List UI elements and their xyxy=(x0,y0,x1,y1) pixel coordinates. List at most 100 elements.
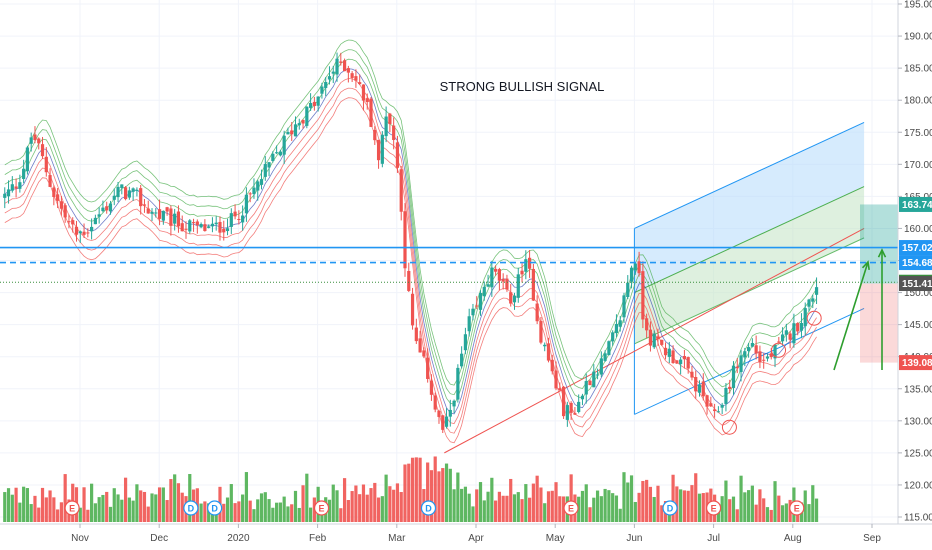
time-tick-label: Apr xyxy=(468,533,484,544)
ribbon-line xyxy=(4,87,817,434)
volume-bar xyxy=(395,483,400,522)
candle-body xyxy=(626,282,630,298)
candle-body xyxy=(490,267,494,288)
candle-body xyxy=(682,356,687,360)
price-tag xyxy=(899,240,932,256)
volume-bar xyxy=(44,497,48,522)
candle-body xyxy=(195,221,199,226)
candle-body xyxy=(467,316,471,332)
volume-bar xyxy=(603,488,607,522)
candle-body xyxy=(758,351,762,363)
candle-body xyxy=(573,413,577,415)
candle-body xyxy=(395,142,400,168)
candle-body xyxy=(622,295,626,318)
candle-body xyxy=(629,267,634,282)
candle-body xyxy=(222,228,226,233)
channel-middle-zone xyxy=(634,186,865,344)
volume-bar xyxy=(339,508,343,522)
volume-bar xyxy=(584,484,588,522)
candle-body xyxy=(799,322,804,331)
volume-bar xyxy=(686,490,690,522)
candle-body xyxy=(169,208,173,226)
volume-bar xyxy=(135,484,139,522)
candle-body xyxy=(214,222,218,225)
volume-bar xyxy=(63,474,67,522)
candle-body xyxy=(275,152,279,154)
volume-bar xyxy=(3,492,7,522)
volume-bar xyxy=(108,506,113,522)
volume-bar xyxy=(112,488,116,522)
candle-body xyxy=(679,359,683,365)
candle-body xyxy=(309,103,313,108)
volume-bar xyxy=(701,493,705,522)
volume-bar xyxy=(716,509,720,522)
volume-bar xyxy=(527,497,532,522)
volume-bar xyxy=(388,486,392,522)
volume-bar xyxy=(614,495,619,522)
time-axis[interactable]: Nov Dec 2020 Feb Mar Apr May Jun Jul Aug Sep xyxy=(0,523,932,544)
candle-body xyxy=(724,387,728,404)
candle-body xyxy=(441,415,445,430)
candle-body xyxy=(762,359,766,361)
candle-body xyxy=(376,139,381,161)
candle-body xyxy=(37,138,41,144)
candle-body xyxy=(694,377,698,392)
candle-body xyxy=(263,164,267,177)
dividend-marker xyxy=(662,500,678,516)
dividend-marker xyxy=(183,500,199,516)
volume-bar xyxy=(448,468,452,522)
candle-body xyxy=(108,203,113,212)
volume-bar xyxy=(754,504,758,522)
candle-body xyxy=(320,86,324,94)
volume-bar xyxy=(648,486,653,522)
price-tick-label: 115.00 xyxy=(904,513,932,524)
candle-body xyxy=(120,184,124,189)
volume-bar xyxy=(497,491,501,522)
candle-body xyxy=(241,215,245,223)
volume-bar xyxy=(637,492,641,522)
volume-bar xyxy=(146,506,150,522)
volume-bar xyxy=(293,490,298,522)
candle-body xyxy=(312,101,316,107)
candle-body xyxy=(286,131,290,135)
volume-bar xyxy=(746,490,751,522)
candle-body xyxy=(369,98,373,127)
candle-body xyxy=(142,204,147,206)
candle-body xyxy=(769,353,773,358)
candle-body xyxy=(637,261,641,274)
channel-upper-line xyxy=(634,121,865,229)
target-box xyxy=(860,204,898,284)
time-tick-label: Jun xyxy=(626,533,642,544)
volume-bar xyxy=(475,489,479,522)
candle-body xyxy=(350,73,354,78)
candle-body xyxy=(652,333,656,348)
volume-bar xyxy=(229,484,233,522)
volume-bar xyxy=(241,494,245,522)
candle-body xyxy=(157,209,162,219)
price-tick-label: 125.00 xyxy=(904,448,932,459)
volume-bar xyxy=(410,457,415,522)
candle-body xyxy=(48,175,52,187)
candle-body xyxy=(244,194,249,214)
volume-bar xyxy=(728,499,732,522)
candle-body xyxy=(150,211,154,214)
volume-bar xyxy=(97,497,101,522)
candle-body xyxy=(52,187,56,198)
volume-bar xyxy=(165,500,169,522)
volume-bar xyxy=(509,478,513,522)
volume-bar xyxy=(403,464,407,522)
candle-body xyxy=(116,186,120,198)
candle-body xyxy=(720,404,724,408)
volume-bar xyxy=(444,463,449,522)
candle-body xyxy=(614,324,619,334)
candle-body xyxy=(803,308,807,327)
volume-bar xyxy=(222,503,226,522)
candle-body xyxy=(618,320,622,327)
candle-body xyxy=(546,343,551,361)
price-tag-label: 163.74 xyxy=(902,200,932,211)
price-tag-label: 151.41 xyxy=(902,279,932,290)
candle-body xyxy=(475,305,479,307)
candle-body xyxy=(191,222,196,224)
volume-bar xyxy=(14,487,18,522)
